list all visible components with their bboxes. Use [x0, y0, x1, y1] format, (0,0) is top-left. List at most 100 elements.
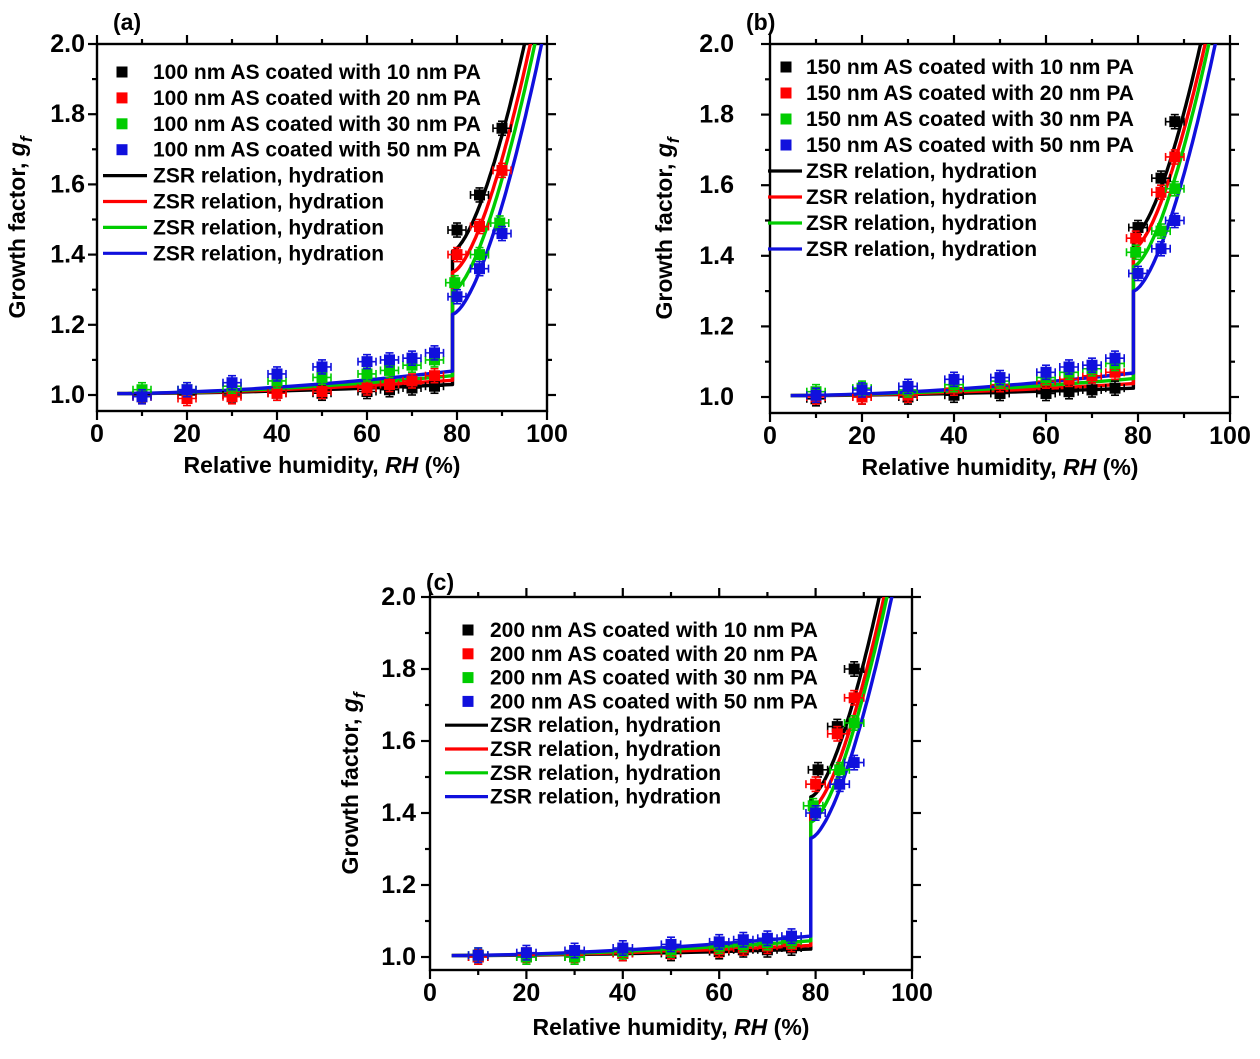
data-point-square: [848, 692, 860, 704]
data-point-square: [1130, 246, 1142, 258]
svg-text:1.6: 1.6: [50, 170, 85, 198]
data-point-square: [316, 361, 328, 373]
legend-label: 100 nm AS coated with 20 nm PA: [153, 87, 481, 110]
legend-label: ZSR relation, hydration: [153, 191, 384, 214]
svg-text:1.6: 1.6: [381, 727, 416, 755]
svg-text:0: 0: [423, 979, 437, 1007]
tick-labels: 0 20 40 60 80 100 1.0 1.2 1.4 1.6 1.8 2.0: [381, 583, 933, 1007]
data-point-square: [361, 356, 373, 368]
y-axis-title: Growth factor, gf: [651, 135, 683, 319]
data-point-square: [271, 387, 283, 399]
legend-entry: 100 nm AS coated with 20 nm PA: [116, 87, 481, 110]
data-point-square: [1155, 186, 1167, 198]
data-point-square: [1132, 267, 1144, 279]
data-point-square: [429, 380, 440, 392]
svg-text:1.4: 1.4: [50, 241, 85, 269]
svg-text:2.0: 2.0: [50, 30, 85, 58]
legend-entry: ZSR relation, hydration: [103, 191, 384, 214]
data-point-square: [834, 778, 846, 790]
data-point-square: [451, 291, 463, 303]
axis-ticks: [761, 35, 1239, 422]
zsr-curves: [451, 597, 894, 958]
legend: 100 nm AS coated with 10 nm PA 100 nm AS …: [103, 61, 481, 265]
data-point-square: [834, 764, 846, 776]
x-axis-title: Relative humidity, RH (%): [533, 1014, 810, 1040]
legend-entry: ZSR relation, hydration: [445, 762, 721, 785]
data-point-square: [848, 663, 860, 675]
legend-entry: 150 nm AS coated with 50 nm PA: [780, 134, 1134, 157]
data-point-square: [948, 373, 960, 385]
data-point-square: [1040, 366, 1052, 378]
data-point-square: [429, 370, 440, 382]
data-point-square: [136, 391, 148, 403]
svg-text:100: 100: [891, 979, 933, 1007]
data-point-square: [1155, 172, 1167, 184]
legend-entry: 200 nm AS coated with 20 nm PA: [462, 643, 818, 666]
zsr-curve-4: [117, 44, 544, 396]
data-point-square: [474, 249, 485, 261]
data-point-square: [449, 277, 461, 289]
legend-label: ZSR relation, hydration: [806, 212, 1037, 235]
svg-text:100: 100: [1209, 422, 1251, 450]
zsr-curves: [790, 44, 1218, 398]
legend-label: ZSR relation, hydration: [490, 786, 721, 809]
data-point-square: [181, 393, 193, 405]
data-point-square: [1169, 151, 1181, 163]
legend-label: ZSR relation, hydration: [153, 165, 384, 188]
data-point-square: [474, 189, 485, 201]
legend-label: ZSR relation, hydration: [490, 762, 721, 785]
data-point-square: [406, 352, 418, 364]
data-point-square: [226, 377, 238, 389]
legend-marker-square: [116, 118, 128, 130]
panel-a: 0 20 40 60 80 100 1.0 1.2 1.4 1.6 1.8 2.0 (a) Relativ…: [4, 9, 568, 478]
legend-entry: ZSR relation, hydration: [768, 212, 1037, 235]
tick-labels: 0 20 40 60 80 100 1.0 1.2 1.4 1.6 1.8 2.0: [50, 30, 568, 448]
legend-entry: 200 nm AS coated with 30 nm PA: [462, 667, 818, 690]
svg-text:80: 80: [802, 979, 830, 1007]
data-point-square: [1132, 222, 1144, 234]
legend-entry: ZSR relation, hydration: [445, 786, 721, 809]
data-point-square: [1169, 116, 1181, 128]
data-point-square: [472, 949, 484, 961]
legend: 150 nm AS coated with 10 nm PA 150 nm AS …: [768, 56, 1134, 261]
data-point-square: [902, 380, 914, 392]
data-point-square: [496, 164, 508, 176]
legend-marker-square: [462, 695, 474, 707]
data-point-square: [713, 936, 725, 948]
data-point-square: [451, 249, 463, 261]
data-point-square: [316, 371, 328, 383]
legend-marker-square: [116, 144, 128, 156]
x-axis-title: Relative humidity, RH (%): [184, 452, 461, 478]
svg-text:60: 60: [1032, 422, 1060, 450]
data-point-square: [271, 368, 283, 380]
legend-marker-square: [780, 139, 792, 151]
data-point-square: [1169, 183, 1181, 195]
data-point-square: [994, 387, 1006, 399]
legend-entry: 100 nm AS coated with 50 nm PA: [116, 139, 481, 162]
data-point-square: [1086, 359, 1098, 371]
data-point-square: [496, 228, 508, 240]
svg-text:1.6: 1.6: [699, 171, 734, 199]
error-bars: [447, 222, 467, 238]
data-point-square: [429, 347, 440, 359]
data-point-square: [474, 221, 485, 233]
svg-text:1.0: 1.0: [50, 381, 85, 409]
legend-marker-square: [780, 61, 792, 73]
panel-label: (b): [746, 9, 775, 35]
axis-ticks: [88, 35, 556, 420]
svg-text:1.8: 1.8: [699, 101, 734, 129]
svg-text:20: 20: [512, 979, 540, 1007]
data-point-square: [856, 384, 868, 396]
legend-label: 100 nm AS coated with 50 nm PA: [153, 139, 481, 162]
legend-label: 200 nm AS coated with 30 nm PA: [490, 667, 818, 690]
svg-text:40: 40: [609, 979, 637, 1007]
svg-text:1.0: 1.0: [699, 383, 734, 411]
data-point-square: [1040, 387, 1052, 399]
svg-text:40: 40: [940, 422, 968, 450]
data-point-square: [361, 382, 373, 394]
data-point-square: [810, 807, 822, 819]
zsr-curve-3: [790, 44, 1211, 398]
panel-label: (c): [426, 569, 454, 595]
data-point-square: [181, 384, 193, 396]
